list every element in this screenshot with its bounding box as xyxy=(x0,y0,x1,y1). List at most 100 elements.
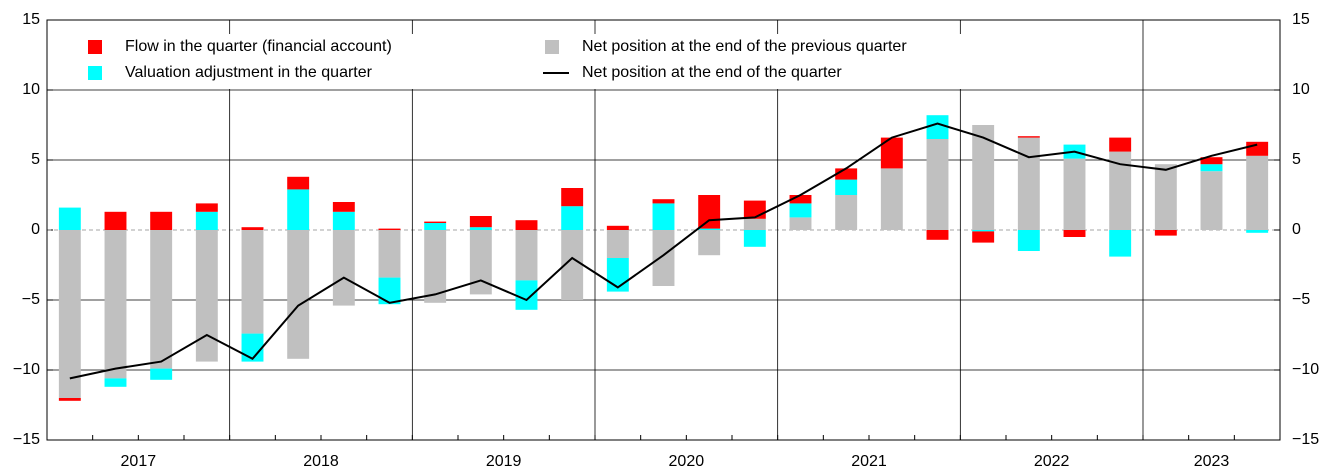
bar xyxy=(104,230,127,379)
bar xyxy=(150,211,173,230)
bar xyxy=(743,218,766,230)
bar xyxy=(424,230,447,303)
y2-tick-label: 15 xyxy=(1292,11,1310,28)
bar xyxy=(698,228,721,230)
bar xyxy=(150,368,173,380)
bar xyxy=(1109,137,1132,152)
y-tick-label: 0 xyxy=(31,221,40,238)
legend-bg xyxy=(60,34,990,89)
bar xyxy=(195,230,218,362)
bar xyxy=(150,230,173,369)
bar xyxy=(789,217,812,230)
bar xyxy=(287,176,310,190)
bar xyxy=(195,211,218,230)
bar xyxy=(1154,164,1177,230)
bar xyxy=(835,195,858,230)
bar xyxy=(972,230,995,232)
x-tick-label: 2019 xyxy=(486,453,522,470)
y2-tick-label: 0 xyxy=(1292,221,1301,238)
bar xyxy=(241,227,264,230)
bar xyxy=(698,230,721,256)
bar xyxy=(789,195,812,204)
bar xyxy=(880,137,903,169)
x-tick-label: 2022 xyxy=(1034,453,1070,470)
bar xyxy=(1109,151,1132,230)
bar xyxy=(652,230,675,286)
line xyxy=(69,122,1258,380)
y-tick-label: −10 xyxy=(13,361,40,378)
bar xyxy=(469,230,492,295)
x-tick-label: 2020 xyxy=(669,453,705,470)
legend-swatch xyxy=(545,40,559,54)
y-tick-label: 15 xyxy=(22,11,40,28)
bar xyxy=(1246,141,1269,156)
plot-frame xyxy=(46,19,1281,441)
bar xyxy=(652,203,675,230)
x-tick-label: 2017 xyxy=(121,453,157,470)
bar xyxy=(926,139,949,230)
bar xyxy=(561,206,584,230)
bar xyxy=(58,207,81,230)
y-tick-label: −5 xyxy=(22,291,40,308)
bar xyxy=(743,200,766,219)
bar xyxy=(880,168,903,230)
bar xyxy=(1017,137,1040,230)
bar xyxy=(469,216,492,228)
x-tick-label: 2018 xyxy=(303,453,339,470)
bar xyxy=(424,223,447,230)
bar xyxy=(561,188,584,207)
legend-label: Flow in the quarter (financial account) xyxy=(125,38,392,55)
bar xyxy=(835,179,858,195)
bar xyxy=(652,199,675,204)
bar xyxy=(1063,230,1086,237)
bar xyxy=(58,230,81,398)
bar xyxy=(1109,230,1132,257)
bar xyxy=(561,230,584,300)
bar xyxy=(926,230,949,240)
bar xyxy=(378,277,401,305)
bar xyxy=(1200,171,1223,230)
bar xyxy=(972,231,995,243)
bar xyxy=(332,211,355,230)
bar xyxy=(972,125,995,230)
bar xyxy=(835,168,858,180)
y2-tick-label: −5 xyxy=(1292,291,1310,308)
legend-swatch xyxy=(88,40,102,54)
bar xyxy=(469,227,492,230)
bar xyxy=(104,211,127,230)
legend-label: Net position at the end of the quarter xyxy=(582,64,842,81)
y2-tick-label: 5 xyxy=(1292,151,1301,168)
bar xyxy=(743,230,766,247)
y2-tick-label: 10 xyxy=(1292,81,1310,98)
bar xyxy=(1017,136,1040,138)
x-tick-label: 2023 xyxy=(1194,453,1230,470)
bar xyxy=(1154,230,1177,236)
legend-label: Net position at the end of the previous … xyxy=(582,38,907,55)
bar xyxy=(606,225,629,230)
bar xyxy=(241,230,264,334)
bar xyxy=(1200,157,1223,165)
bar xyxy=(515,230,538,281)
bar xyxy=(1063,158,1086,230)
bar xyxy=(789,203,812,218)
bar xyxy=(515,220,538,230)
bar xyxy=(287,189,310,230)
bar xyxy=(378,230,401,278)
bar xyxy=(926,115,949,139)
bar xyxy=(332,230,355,306)
legend-label: Valuation adjustment in the quarter xyxy=(125,64,373,81)
y2-tick-label: −10 xyxy=(1292,361,1319,378)
x-tick-label: 2021 xyxy=(851,453,887,470)
bar xyxy=(1246,230,1269,233)
bar xyxy=(195,203,218,212)
bar xyxy=(332,202,355,212)
y2-tick-label: −15 xyxy=(1292,431,1319,448)
bar xyxy=(241,333,264,362)
bar xyxy=(698,195,721,229)
bar xyxy=(515,280,538,310)
bar xyxy=(424,221,447,223)
bar xyxy=(104,378,127,387)
y-tick-label: 5 xyxy=(31,151,40,168)
bar xyxy=(1200,164,1223,172)
